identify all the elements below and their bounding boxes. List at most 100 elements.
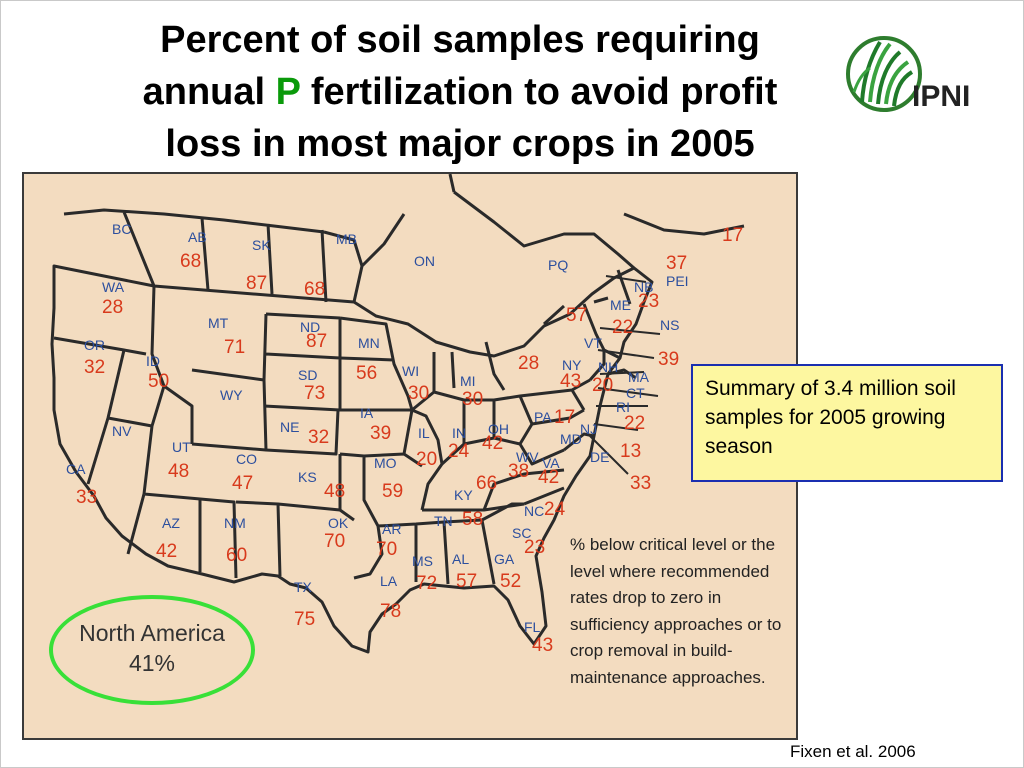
region-label-ut: UT [172, 439, 191, 455]
region-label-ca: CA [66, 461, 86, 477]
region-label-ma: MA [628, 369, 649, 385]
region-label-va: VA [542, 455, 560, 471]
region-value-wi: 30 [408, 383, 430, 404]
region-label-ms: MS [412, 553, 433, 569]
region-value-va: 42 [538, 467, 560, 488]
map-boundaries [50, 174, 745, 654]
region-label-nb: NB [634, 279, 654, 295]
region-value-ns: 39 [658, 349, 680, 370]
region-label-wy: WY [220, 387, 243, 403]
region-label-wi: WI [402, 363, 420, 379]
ipni-logo: IPNI [840, 22, 990, 122]
region-label-wv: WV [516, 449, 539, 465]
region-value-wv: 38 [508, 461, 530, 482]
region-label-pei: PEI [666, 273, 689, 289]
region-value-al: 57 [456, 571, 478, 592]
region-label-wa: WA [102, 279, 125, 295]
region-value-me: 22 [612, 317, 634, 338]
region-value-mb: 68 [304, 279, 326, 300]
region-value-pq: 57 [566, 305, 588, 326]
region-value-ar: 70 [376, 539, 398, 560]
region-value-ia: 39 [370, 423, 392, 444]
logo-text: IPNI [912, 80, 970, 113]
region-value-ks: 48 [324, 481, 346, 502]
region-value-nh: 20 [592, 375, 614, 396]
region-value-nf: 17 [722, 225, 744, 246]
us-outline [50, 264, 654, 654]
region-label-me: ME [610, 297, 631, 313]
region-label-tx: TX [294, 579, 312, 595]
region-value-nb: 23 [638, 291, 660, 312]
title-fertilization: fertilization to avoid profit [310, 71, 778, 113]
title-line-3: loss in most major crops in 2005 [165, 123, 755, 165]
region-label-ky: KY [454, 487, 473, 503]
region-label-bc: BC [112, 221, 132, 237]
slide-title: Percent of soil samples requiring annual… [60, 14, 860, 170]
region-label-ns: NS [660, 317, 680, 333]
region-label-mb: MB [336, 231, 357, 247]
region-value-nd: 87 [306, 331, 328, 352]
region-label-on: ON [414, 253, 435, 269]
region-label-ri: RI [616, 399, 630, 415]
region-label-mt: MT [208, 315, 229, 331]
source-citation: Fixen et al. 2006 [790, 742, 916, 761]
region-label-sc: SC [512, 525, 532, 541]
region-label-nd: ND [300, 319, 321, 335]
north-america-summary: North America 41% [60, 618, 244, 678]
region-value-nj: 13 [620, 441, 642, 462]
region-value-sk: 87 [246, 273, 268, 294]
region-value-ca: 33 [76, 487, 98, 508]
region-value-mi-north: 28 [518, 353, 540, 374]
region-value-az: 42 [156, 541, 178, 562]
region-value-mi: 30 [462, 389, 484, 410]
region-label-ks: KS [298, 469, 317, 485]
region-label-sk: SK [252, 237, 271, 253]
region-label-al: AL [452, 551, 470, 567]
region-value-wa: 28 [102, 297, 124, 318]
region-label-il: IL [418, 425, 430, 441]
region-value-id: 50 [148, 371, 170, 392]
region-label-ga: GA [494, 551, 515, 567]
north-america-label: North America [79, 620, 225, 646]
region-label-mo: MO [374, 455, 397, 471]
title-line-2: annual P fertilization to avoid profit [60, 66, 860, 118]
region-label-md: MD [560, 431, 582, 447]
north-america-oval [49, 595, 255, 705]
region-value-oh: 42 [482, 433, 504, 454]
region-label-pa: PA [534, 409, 552, 425]
region-value-ms: 72 [416, 573, 438, 594]
region-label-ny: NY [562, 357, 582, 373]
region-label-nj: NJ [580, 421, 598, 437]
region-value-ga: 52 [500, 571, 522, 592]
region-value-or: 32 [84, 357, 106, 378]
region-label-ok: OK [328, 515, 349, 531]
region-value-pa: 17 [554, 407, 576, 428]
region-label-vt: VT [584, 335, 602, 351]
region-value-ny: 43 [560, 371, 582, 392]
north-america-value: 41% [128, 650, 176, 676]
region-value-nc: 24 [544, 499, 566, 520]
region-label-ne: NE [280, 419, 300, 435]
region-value-ab: 68 [180, 251, 202, 272]
region-label-ab: AB [188, 229, 207, 245]
region-label-mi: MI [460, 373, 476, 389]
region-label-nc: NC [524, 503, 545, 519]
region-value-co: 47 [232, 473, 254, 494]
region-label-mn: MN [358, 335, 380, 351]
title-p-letter: P [275, 71, 301, 113]
region-label-az: AZ [162, 515, 180, 531]
region-label-ct: CT [626, 385, 645, 401]
region-value-tx: 75 [294, 609, 316, 630]
summary-box: Summary of 3.4 million soil samples for … [691, 364, 1003, 482]
region-label-tn: TN [434, 513, 453, 529]
leader-lines [589, 275, 661, 475]
region-label-nm: NM [224, 515, 246, 531]
region-value-pei: 37 [666, 253, 688, 274]
region-label-ar: AR [382, 521, 402, 537]
region-label-nh: NH [598, 359, 619, 375]
region-value-il: 20 [416, 449, 438, 470]
region-value-ok: 70 [324, 531, 346, 552]
region-value-ne: 32 [308, 427, 330, 448]
critical-level-legend: % below critical level or the level wher… [570, 535, 782, 687]
region-value-mo: 59 [382, 481, 404, 502]
